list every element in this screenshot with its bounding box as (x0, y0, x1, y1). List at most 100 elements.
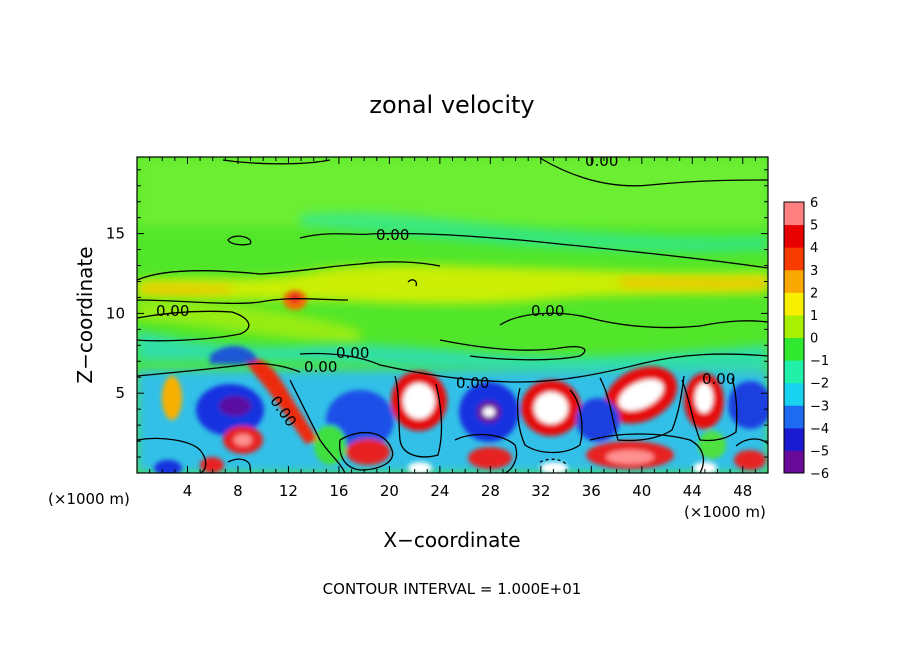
cell-white (695, 383, 713, 413)
colorbar-segment (784, 382, 804, 406)
x-tick-label: 36 (582, 482, 601, 500)
cell-white (534, 392, 568, 424)
contour-line (454, 433, 518, 473)
cell-white (693, 462, 717, 473)
x-tick-label: 32 (531, 482, 550, 500)
x-tick-label: 44 (683, 482, 702, 500)
cell-pink (606, 450, 654, 464)
y-tick-labels: 5 10 15 (106, 225, 125, 403)
heatmap-field: 0.00 0.00 0.00 0.00 0.00 0.00 0.00 0.00 … (137, 152, 768, 473)
contour-lines (137, 157, 768, 473)
contour-label: 0.00 (531, 302, 564, 320)
contour-line (735, 438, 768, 447)
colorbar-label: −4 (810, 422, 829, 437)
cell-white (408, 462, 432, 473)
cell-blue (728, 381, 768, 429)
x-tick-label: 4 (183, 482, 193, 500)
colorbar-label: 3 (810, 264, 818, 279)
x-axis-label: X−coordinate (383, 528, 520, 552)
contour-label: 0.00 (702, 370, 735, 388)
colorbar-segment (784, 269, 804, 293)
contour-interval-note: CONTOUR INTERVAL = 1.000E+01 (323, 580, 582, 598)
field-band-orange (140, 277, 768, 295)
cell-streak-blue (210, 345, 258, 365)
contour-line (299, 232, 768, 269)
cell-red (734, 450, 766, 470)
contour-label: 0.00 (376, 226, 409, 244)
contour-line (137, 261, 441, 281)
cell-violet (219, 396, 251, 416)
x-ticks (149, 157, 756, 473)
x-tick-label: 12 (279, 482, 298, 500)
cell-streak-red (245, 358, 318, 444)
colorbar-frame (783, 201, 805, 474)
contour-line (439, 339, 586, 361)
x-tick-label: 40 (632, 482, 651, 500)
colorbar-segment (784, 224, 804, 248)
colorbar-segment (784, 314, 804, 338)
colorbar-label: 5 (810, 219, 818, 234)
cell-green (314, 425, 346, 465)
colorbar-segment (784, 337, 804, 361)
y-ticks (137, 169, 768, 458)
cell-red (468, 447, 512, 469)
cell-white (618, 379, 664, 411)
y-tick-label: 10 (106, 304, 125, 322)
colorbar-label: 4 (810, 241, 818, 256)
x-unit-left: (×1000 m) (48, 490, 130, 508)
field-band-cyan-top (300, 212, 768, 253)
colorbar-labels: 6 5 4 3 2 1 0 −1 −2 −3 −4 −5 −6 (810, 196, 829, 482)
colorbar (784, 202, 804, 474)
contour-line (539, 157, 768, 187)
contour-line (394, 375, 443, 458)
field-band-cyan-mid (137, 330, 768, 377)
colorbar-segment (784, 247, 804, 271)
colorbar-label: −3 (810, 399, 829, 414)
chart-title: zonal velocity (369, 91, 534, 119)
cell-white (403, 383, 435, 419)
cell-green (698, 431, 726, 459)
y-tick-label: 15 (106, 225, 125, 243)
colorbar-label: 6 (810, 196, 818, 211)
contour-line (289, 379, 346, 473)
cell-white (483, 407, 495, 417)
contour-line (137, 362, 301, 377)
colorbar-segment (784, 450, 804, 474)
cell-blue (576, 398, 620, 442)
contour-line (539, 458, 567, 465)
y-axis-label: Z−coordinate (73, 246, 97, 383)
contour-line (407, 279, 418, 287)
colorbar-label: 0 (810, 332, 818, 347)
colorbar-label: −5 (810, 444, 829, 459)
x-tick-label: 8 (233, 482, 243, 500)
x-unit-right: (×1000 m) (684, 503, 766, 521)
contour-line (516, 387, 583, 454)
contour-line (681, 377, 738, 442)
colorbar-label: −6 (810, 467, 829, 482)
contour-label: 0.00 (456, 374, 489, 392)
colorbar-label: −2 (810, 377, 829, 392)
colorbar-label: −1 (810, 354, 829, 369)
x-tick-label: 16 (329, 482, 348, 500)
x-tick-labels: 4 8 12 16 20 24 28 32 36 40 44 48 (183, 482, 753, 500)
cell-white (540, 462, 568, 473)
colorbar-segment (784, 202, 804, 226)
cell-pink (234, 434, 252, 446)
contour-line (339, 431, 394, 471)
contour-label: 0.00 (585, 152, 618, 170)
contour-label: 0.00 (336, 344, 369, 362)
contour-line (299, 352, 768, 383)
contour-line (227, 458, 251, 471)
contour-line (137, 310, 250, 342)
x-tick-label: 24 (430, 482, 449, 500)
colorbar-segment (784, 427, 804, 451)
x-tick-label: 20 (380, 482, 399, 500)
contour-line (227, 235, 252, 246)
contour-line (137, 437, 207, 473)
contour-label: 0.00 (304, 358, 337, 376)
colorbar-segment (784, 360, 804, 384)
colorbar-segment (784, 405, 804, 429)
y-tick-label: 5 (115, 384, 125, 402)
cell-red (346, 439, 390, 465)
